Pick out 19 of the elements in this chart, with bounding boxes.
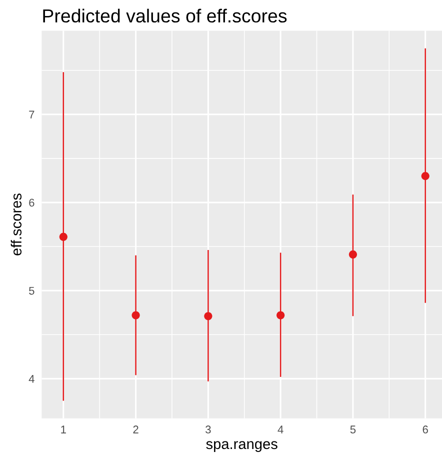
x-tick-label: 4	[278, 426, 284, 434]
point	[59, 232, 68, 241]
x-tick-label: 2	[133, 426, 138, 434]
x-tick-label: 1	[61, 426, 66, 434]
point	[204, 312, 212, 320]
point	[421, 172, 430, 180]
y-axis-title: eff.scores	[10, 194, 22, 256]
x-tick-label: 5	[350, 426, 356, 434]
y-tick-label: 6	[29, 198, 34, 207]
point	[132, 311, 140, 320]
x-axis-title: spa.ranges	[206, 441, 278, 452]
x-tick-label: 3	[206, 426, 211, 434]
y-tick-label: 4	[28, 375, 34, 383]
point	[276, 311, 285, 320]
point	[348, 250, 358, 259]
x-tick-label: 6	[422, 426, 428, 434]
y-tick-label: 7	[29, 110, 34, 118]
y-tick-label: 5	[29, 286, 34, 295]
chart-title: Predicted values of eff.scores	[43, 8, 287, 23]
